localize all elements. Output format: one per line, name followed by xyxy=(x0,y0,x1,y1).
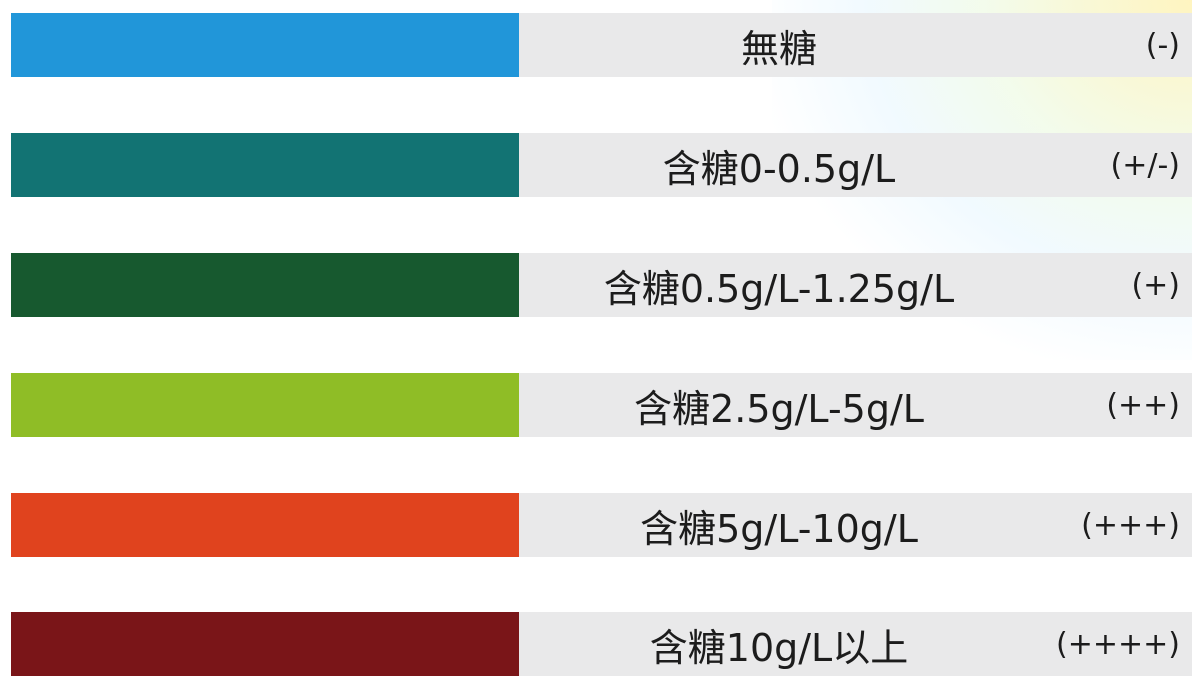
legend-row-none: 無糖 (-) xyxy=(0,13,1192,77)
sugar-description: 含糖0.5g/L-1.25g/L xyxy=(603,266,955,311)
sugar-level: (+) xyxy=(1131,267,1180,303)
label-background xyxy=(519,13,1192,77)
legend-row-trace: 含糖0-0.5g/L (+/-) xyxy=(0,133,1192,197)
label-background xyxy=(519,612,1192,676)
sugar-description: 含糖5g/L-10g/L xyxy=(640,506,918,551)
sugar-description: 無糖 xyxy=(740,26,817,71)
legend-row-plus-4: 含糖10g/L以上 (++++) xyxy=(0,612,1192,676)
color-swatch xyxy=(11,612,519,676)
sugar-level: (++++) xyxy=(1056,626,1180,662)
color-swatch xyxy=(11,493,519,557)
sugar-description: 含糖0-0.5g/L xyxy=(662,146,896,191)
color-swatch xyxy=(11,133,519,197)
color-swatch xyxy=(11,373,519,437)
label-background xyxy=(519,493,1192,557)
label-background xyxy=(519,133,1192,197)
label-background xyxy=(519,373,1192,437)
legend-row-plus-2: 含糖2.5g/L-5g/L (++) xyxy=(0,373,1192,437)
sugar-level: (-) xyxy=(1145,27,1180,63)
legend-row-plus-1: 含糖0.5g/L-1.25g/L (+) xyxy=(0,253,1192,317)
sugar-description: 含糖10g/L以上 xyxy=(649,625,909,670)
sugar-description: 含糖2.5g/L-5g/L xyxy=(634,386,924,431)
label-background xyxy=(519,253,1192,317)
color-swatch xyxy=(11,13,519,77)
legend-row-plus-3: 含糖5g/L-10g/L (+++) xyxy=(0,493,1192,557)
sugar-level: (+++) xyxy=(1081,507,1180,543)
sugar-level: (+/-) xyxy=(1110,147,1180,183)
sugar-level: (++) xyxy=(1106,387,1180,423)
color-swatch xyxy=(11,253,519,317)
